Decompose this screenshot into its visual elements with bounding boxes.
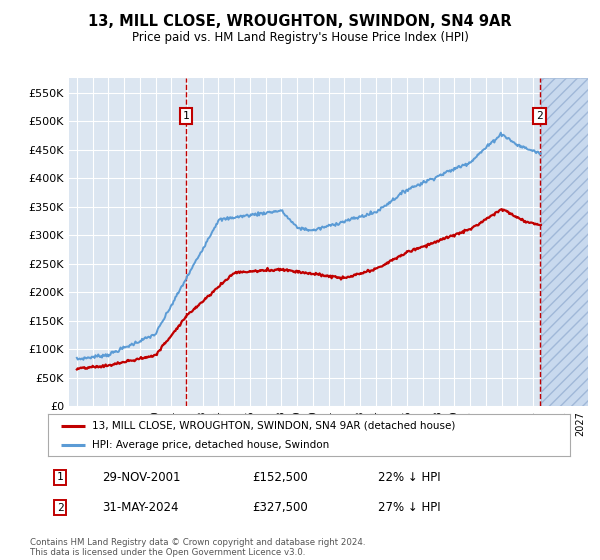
Text: 13, MILL CLOSE, WROUGHTON, SWINDON, SN4 9AR: 13, MILL CLOSE, WROUGHTON, SWINDON, SN4 …	[88, 14, 512, 29]
Text: 22% ↓ HPI: 22% ↓ HPI	[378, 470, 440, 484]
Text: 31-MAY-2024: 31-MAY-2024	[102, 501, 179, 515]
Text: 1: 1	[56, 472, 64, 482]
Text: £152,500: £152,500	[252, 470, 308, 484]
Bar	[541, 78, 588, 406]
Text: Price paid vs. HM Land Registry's House Price Index (HPI): Price paid vs. HM Land Registry's House …	[131, 31, 469, 44]
Text: 27% ↓ HPI: 27% ↓ HPI	[378, 501, 440, 515]
Text: Contains HM Land Registry data © Crown copyright and database right 2024.
This d: Contains HM Land Registry data © Crown c…	[30, 538, 365, 557]
Text: 13, MILL CLOSE, WROUGHTON, SWINDON, SN4 9AR (detached house): 13, MILL CLOSE, WROUGHTON, SWINDON, SN4 …	[92, 421, 456, 431]
Text: 2: 2	[56, 503, 64, 513]
Text: 29-NOV-2001: 29-NOV-2001	[102, 470, 181, 484]
Text: HPI: Average price, detached house, Swindon: HPI: Average price, detached house, Swin…	[92, 440, 329, 450]
Text: 2: 2	[536, 111, 543, 121]
Text: 1: 1	[182, 111, 189, 121]
Text: £327,500: £327,500	[252, 501, 308, 515]
